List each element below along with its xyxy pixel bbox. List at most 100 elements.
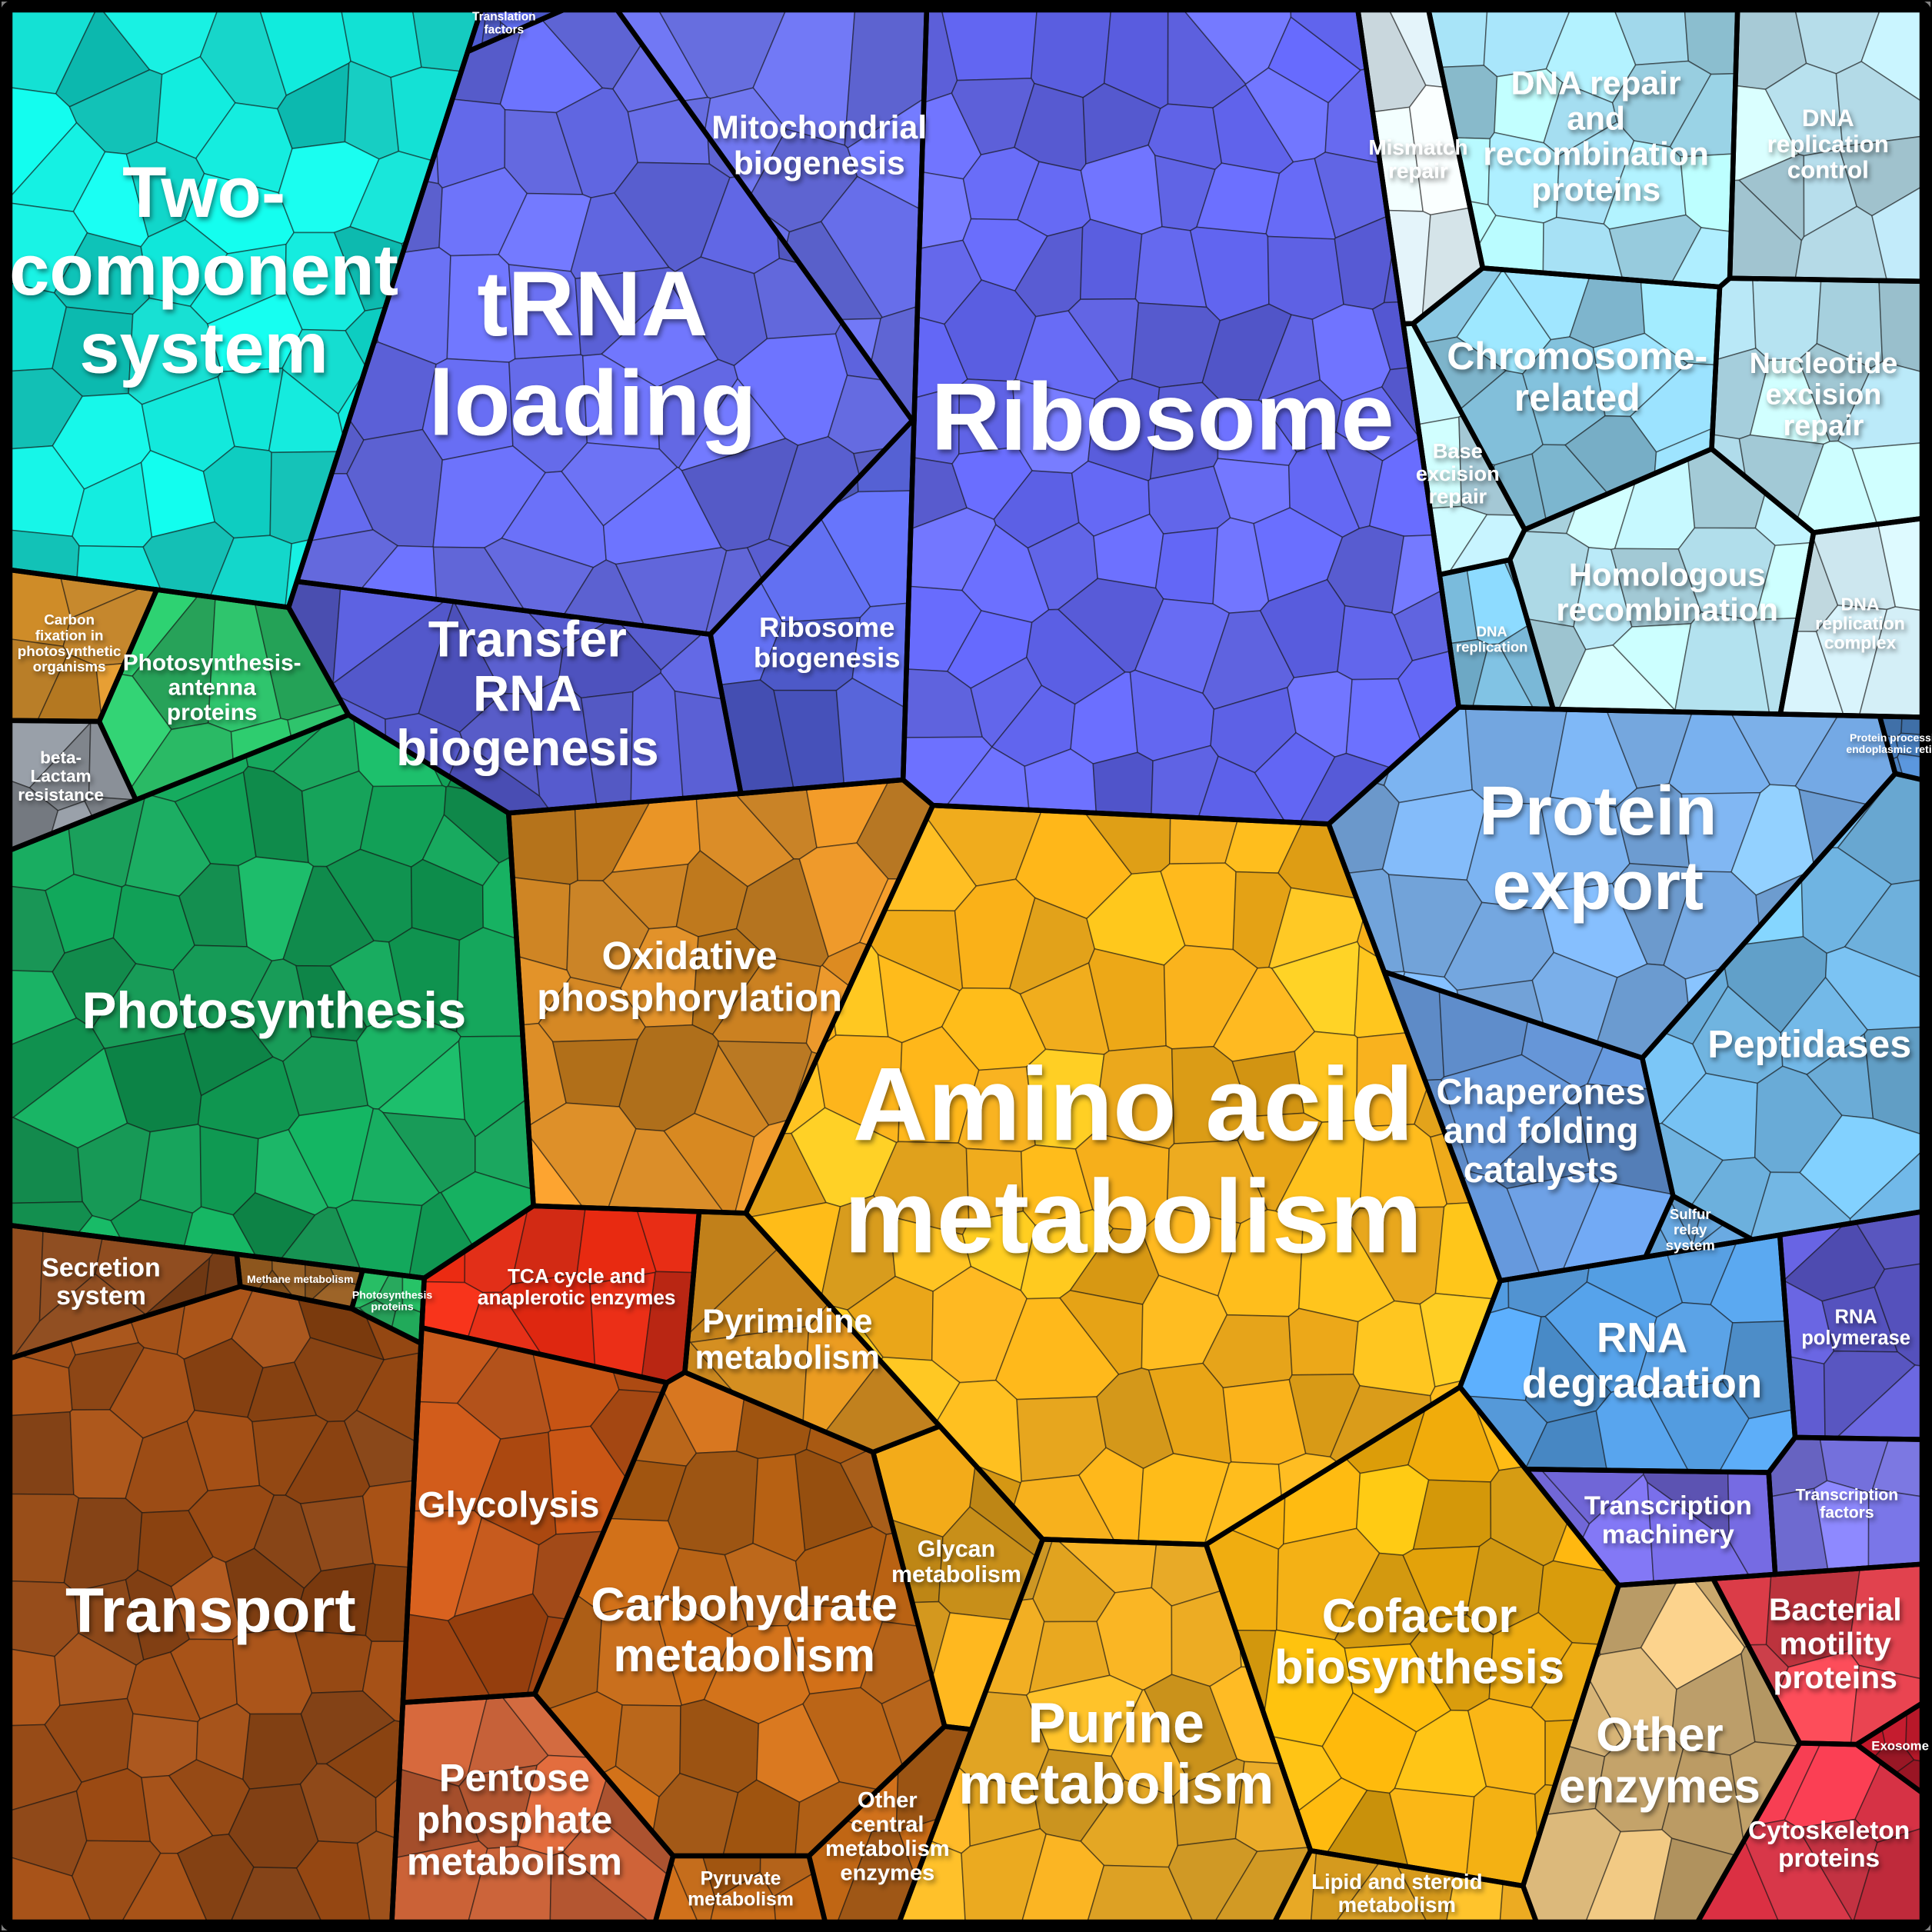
svg-text:Carbon: Carbon bbox=[44, 611, 95, 628]
svg-text:degradation: degradation bbox=[1522, 1360, 1762, 1407]
svg-text:organisms: organisms bbox=[33, 658, 106, 675]
svg-text:replication: replication bbox=[1456, 639, 1528, 655]
svg-text:Transport: Transport bbox=[65, 1575, 356, 1645]
svg-text:Lipid and steroid: Lipid and steroid bbox=[1311, 1870, 1482, 1894]
svg-text:Two-: Two- bbox=[122, 152, 285, 232]
svg-text:proteins: proteins bbox=[1778, 1844, 1880, 1873]
svg-text:Ribosome: Ribosome bbox=[759, 611, 894, 643]
svg-text:system: system bbox=[79, 308, 328, 388]
svg-text:recombination: recombination bbox=[1556, 591, 1778, 628]
svg-text:control: control bbox=[1787, 157, 1869, 184]
svg-text:polymerase: polymerase bbox=[1801, 1327, 1910, 1349]
svg-text:Photosynthesis: Photosynthesis bbox=[352, 1289, 432, 1301]
svg-text:Amino acid: Amino acid bbox=[853, 1046, 1414, 1162]
svg-text:endoplasmic reticulum: endoplasmic reticulum bbox=[1846, 743, 1932, 755]
svg-text:Transfer: Transfer bbox=[428, 611, 627, 667]
svg-text:proteins: proteins bbox=[167, 700, 258, 725]
svg-text:Mismatch: Mismatch bbox=[1368, 135, 1467, 159]
svg-text:Photosynthesis-: Photosynthesis- bbox=[123, 650, 301, 675]
svg-text:Exosome: Exosome bbox=[1871, 1739, 1929, 1754]
svg-text:Protein: Protein bbox=[1479, 773, 1717, 850]
svg-text:repair: repair bbox=[1429, 484, 1487, 508]
svg-text:Translation: Translation bbox=[472, 11, 536, 24]
svg-text:metabolism: metabolism bbox=[1338, 1893, 1456, 1917]
svg-text:enzymes: enzymes bbox=[840, 1860, 934, 1885]
svg-text:complex: complex bbox=[1824, 633, 1897, 653]
svg-text:biogenesis: biogenesis bbox=[734, 145, 905, 182]
svg-text:biogenesis: biogenesis bbox=[396, 720, 659, 776]
svg-text:Homologous: Homologous bbox=[1569, 557, 1766, 593]
svg-text:Chromosome-: Chromosome- bbox=[1447, 335, 1707, 378]
svg-text:Pentose: Pentose bbox=[439, 1755, 590, 1799]
svg-text:factors: factors bbox=[484, 23, 524, 36]
svg-text:RNA: RNA bbox=[473, 665, 582, 721]
svg-text:replication: replication bbox=[1767, 131, 1889, 158]
svg-text:Cofactor: Cofactor bbox=[1322, 1590, 1517, 1643]
svg-text:Other: Other bbox=[858, 1788, 918, 1813]
svg-text:and folding: and folding bbox=[1444, 1110, 1639, 1151]
svg-text:DNA: DNA bbox=[1802, 105, 1854, 132]
svg-text:Pyrimidine: Pyrimidine bbox=[702, 1304, 872, 1341]
svg-text:RNA: RNA bbox=[1834, 1306, 1877, 1327]
svg-text:Sulfur: Sulfur bbox=[1670, 1206, 1711, 1222]
svg-text:repair: repair bbox=[1784, 409, 1864, 441]
svg-text:phosphate: phosphate bbox=[417, 1797, 613, 1841]
svg-text:DNA: DNA bbox=[1840, 595, 1879, 615]
svg-text:Secretion: Secretion bbox=[42, 1253, 160, 1282]
svg-text:motility: motility bbox=[1779, 1626, 1891, 1661]
svg-text:fixation in: fixation in bbox=[35, 627, 104, 643]
svg-text:Pyruvate: Pyruvate bbox=[701, 1869, 781, 1890]
svg-text:system: system bbox=[56, 1281, 146, 1311]
svg-text:Methane metabolism: Methane metabolism bbox=[247, 1273, 353, 1285]
svg-text:Ribosome: Ribosome bbox=[931, 364, 1394, 471]
svg-text:Bacterial: Bacterial bbox=[1769, 1592, 1902, 1627]
svg-text:excision: excision bbox=[1765, 378, 1881, 410]
svg-text:metabolism: metabolism bbox=[891, 1561, 1021, 1587]
svg-text:Other: Other bbox=[1596, 1708, 1723, 1761]
svg-text:Peptidases: Peptidases bbox=[1707, 1022, 1911, 1065]
svg-text:recombination: recombination bbox=[1483, 136, 1708, 173]
svg-text:Carbohydrate: Carbohydrate bbox=[591, 1578, 898, 1631]
svg-text:RNA: RNA bbox=[1597, 1314, 1687, 1361]
svg-text:Glycolysis: Glycolysis bbox=[418, 1485, 600, 1526]
svg-text:metabolism: metabolism bbox=[844, 1158, 1422, 1274]
svg-text:and: and bbox=[1567, 101, 1625, 138]
svg-text:Base: Base bbox=[1433, 439, 1483, 463]
svg-text:metabolism: metabolism bbox=[688, 1890, 794, 1910]
svg-text:proteins: proteins bbox=[1531, 172, 1661, 208]
svg-text:Photosynthesis: Photosynthesis bbox=[82, 981, 467, 1039]
svg-text:export: export bbox=[1492, 848, 1703, 924]
svg-text:metabolism: metabolism bbox=[825, 1837, 950, 1861]
svg-text:component: component bbox=[9, 229, 398, 310]
svg-text:repair: repair bbox=[1388, 158, 1448, 182]
svg-text:Transcription: Transcription bbox=[1584, 1491, 1752, 1521]
svg-text:Protein processing in: Protein processing in bbox=[1850, 731, 1932, 744]
svg-text:metabolism: metabolism bbox=[613, 1629, 875, 1681]
svg-text:loading: loading bbox=[428, 351, 757, 455]
svg-text:beta-: beta- bbox=[40, 748, 82, 767]
svg-text:Nucleotide: Nucleotide bbox=[1750, 347, 1898, 379]
svg-text:excision: excision bbox=[1416, 461, 1500, 485]
svg-text:Mitochondrial: Mitochondrial bbox=[711, 109, 927, 146]
svg-text:proteins: proteins bbox=[371, 1301, 413, 1313]
svg-text:tRNA: tRNA bbox=[477, 252, 708, 355]
svg-text:enzymes: enzymes bbox=[1559, 1760, 1760, 1813]
svg-text:DNA: DNA bbox=[1477, 624, 1507, 640]
svg-text:Transcription: Transcription bbox=[1796, 1486, 1899, 1504]
svg-text:replication: replication bbox=[1815, 614, 1905, 634]
svg-text:proteins: proteins bbox=[1774, 1660, 1897, 1695]
svg-text:metabolism: metabolism bbox=[695, 1339, 880, 1376]
svg-text:Purine: Purine bbox=[1028, 1691, 1204, 1755]
svg-text:metabolism: metabolism bbox=[958, 1752, 1274, 1816]
svg-text:phosphorylation: phosphorylation bbox=[537, 976, 842, 1020]
svg-text:catalysts: catalysts bbox=[1464, 1149, 1619, 1190]
svg-text:Cytoskeleton: Cytoskeleton bbox=[1748, 1817, 1910, 1845]
svg-text:DNA repair: DNA repair bbox=[1511, 65, 1681, 102]
svg-text:anaplerotic enzymes: anaplerotic enzymes bbox=[478, 1286, 676, 1309]
svg-text:related: related bbox=[1514, 376, 1641, 419]
svg-text:antenna: antenna bbox=[168, 675, 257, 701]
svg-text:photosynthetic: photosynthetic bbox=[18, 643, 122, 659]
svg-text:machinery: machinery bbox=[1602, 1520, 1734, 1549]
svg-text:Oxidative: Oxidative bbox=[601, 934, 777, 978]
svg-text:metabolism: metabolism bbox=[407, 1839, 622, 1883]
